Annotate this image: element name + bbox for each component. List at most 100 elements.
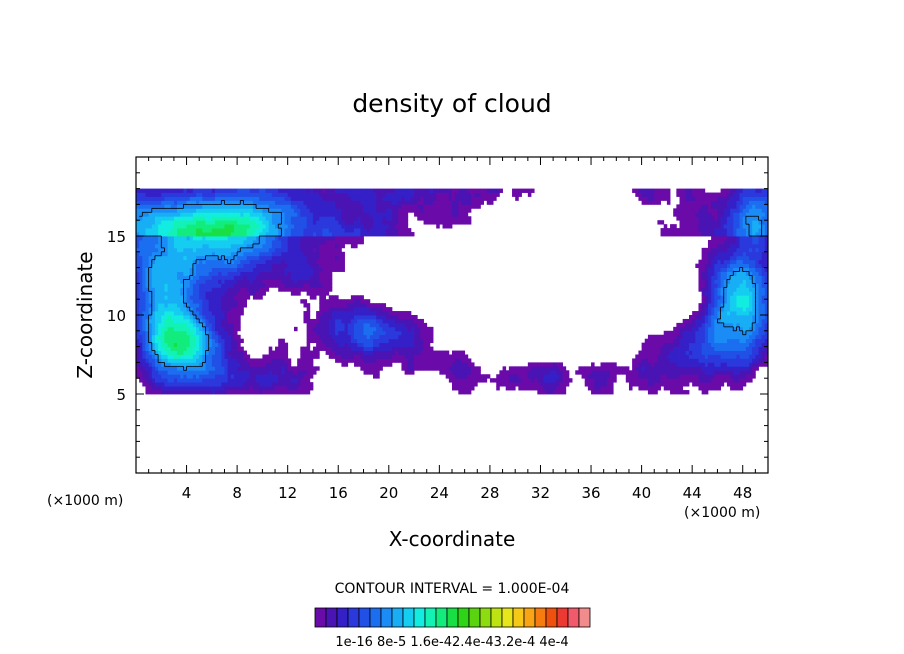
density-cell xyxy=(278,354,282,359)
density-cell xyxy=(233,358,238,363)
density-cell xyxy=(230,259,235,265)
density-cell xyxy=(654,334,658,340)
density-cell xyxy=(736,330,740,336)
density-cell xyxy=(164,390,168,395)
density-cell xyxy=(761,259,766,265)
density-cell xyxy=(205,390,210,395)
density-cell xyxy=(196,378,200,383)
density-cell xyxy=(252,279,257,284)
density-cell xyxy=(654,354,658,359)
density-cell xyxy=(328,275,333,280)
density-cell xyxy=(391,220,396,225)
density-cell xyxy=(749,267,753,272)
density-cell xyxy=(354,322,358,328)
density-cell xyxy=(205,236,210,241)
density-cell xyxy=(701,287,706,292)
density-cell xyxy=(211,350,216,355)
density-cell xyxy=(173,326,178,332)
density-cell xyxy=(354,243,358,249)
density-cell xyxy=(154,338,159,344)
density-cell xyxy=(312,243,317,249)
density-cell xyxy=(218,374,222,379)
density-cell xyxy=(189,354,194,359)
density-cell xyxy=(208,390,213,395)
density-cell xyxy=(388,338,393,344)
density-cell xyxy=(316,212,320,217)
density-cell xyxy=(173,386,178,391)
density-cell xyxy=(294,216,298,221)
density-cell xyxy=(606,390,611,395)
density-cell xyxy=(610,386,614,391)
density-cell xyxy=(142,232,146,237)
density-cell xyxy=(240,299,244,304)
density-cell xyxy=(543,374,548,379)
density-cell xyxy=(221,220,225,225)
density-cell xyxy=(319,299,323,304)
density-cell xyxy=(186,271,191,276)
density-cell xyxy=(350,295,355,300)
density-cell xyxy=(745,378,750,383)
density-cell xyxy=(338,326,342,332)
density-cell xyxy=(316,259,320,265)
density-cell xyxy=(145,220,150,225)
density-cell xyxy=(755,346,759,351)
density-cell xyxy=(742,243,747,249)
density-cell xyxy=(180,259,184,265)
density-cell xyxy=(230,251,235,257)
density-cell xyxy=(458,390,462,395)
density-cell xyxy=(635,382,639,387)
density-cell xyxy=(660,370,665,375)
density-cell xyxy=(300,228,304,233)
density-cell xyxy=(271,283,276,288)
density-cell xyxy=(211,259,216,265)
density-cell xyxy=(281,283,285,288)
density-cell xyxy=(312,279,317,284)
density-cell xyxy=(180,232,184,237)
density-cell xyxy=(531,382,535,387)
density-cell xyxy=(540,378,545,383)
density-cell xyxy=(496,374,500,379)
density-cell xyxy=(208,271,213,276)
density-cell xyxy=(173,362,178,367)
density-cell xyxy=(145,338,150,344)
density-cell xyxy=(720,239,725,245)
density-cell xyxy=(483,374,488,379)
density-cell xyxy=(452,358,456,363)
density-cell xyxy=(660,232,665,237)
density-cell xyxy=(335,354,339,359)
density-cell xyxy=(335,303,339,308)
density-cell xyxy=(711,263,715,268)
density-cell xyxy=(271,232,276,237)
density-cell xyxy=(139,279,143,284)
density-cell xyxy=(736,255,740,261)
density-cell xyxy=(183,216,187,221)
density-cell xyxy=(366,220,371,225)
density-cell xyxy=(183,251,187,257)
density-cell xyxy=(429,212,434,217)
density-cell xyxy=(666,334,671,340)
density-cell xyxy=(347,303,352,308)
density-cell xyxy=(695,322,699,328)
density-cell xyxy=(167,291,172,296)
density-cell xyxy=(230,291,235,296)
density-cell xyxy=(136,370,140,375)
density-cell xyxy=(354,216,358,221)
density-cell xyxy=(682,358,687,363)
density-cell xyxy=(736,311,740,316)
density-cell xyxy=(243,382,247,387)
density-cell xyxy=(199,279,203,284)
density-cell xyxy=(726,322,731,328)
density-cell xyxy=(445,374,450,379)
density-cell xyxy=(233,338,238,344)
density-cell xyxy=(148,330,153,336)
density-cell xyxy=(730,330,734,336)
density-cell xyxy=(749,263,753,268)
density-cell xyxy=(215,350,219,355)
density-cell xyxy=(158,318,162,324)
density-cell xyxy=(192,322,197,328)
density-cell xyxy=(180,239,184,245)
density-cell xyxy=(256,362,260,367)
density-cell xyxy=(186,283,191,288)
density-cell xyxy=(426,346,431,351)
density-cell xyxy=(265,370,270,375)
